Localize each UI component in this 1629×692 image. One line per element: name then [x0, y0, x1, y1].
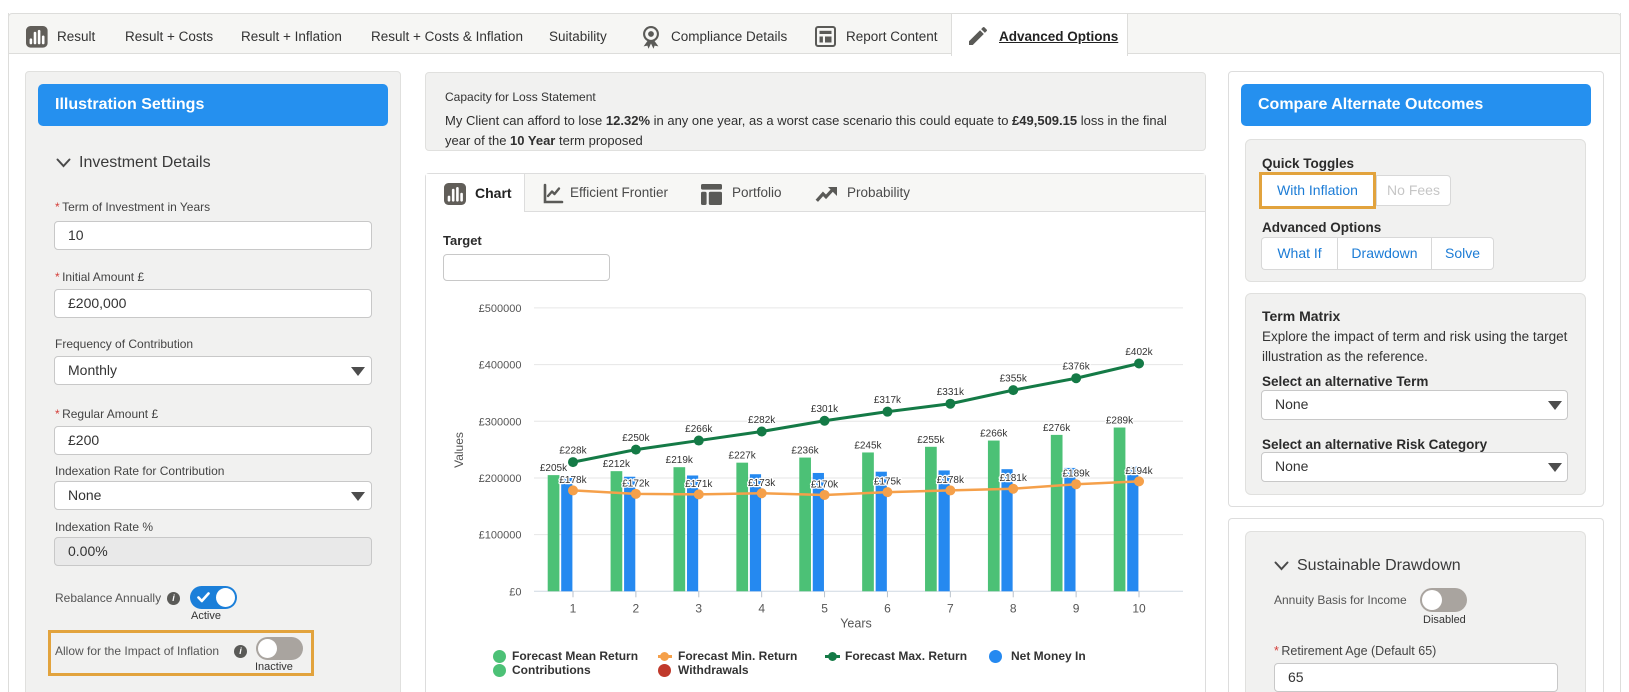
svg-text:£0: £0	[509, 586, 521, 598]
svg-text:£300000: £300000	[479, 416, 522, 428]
svg-text:Years: Years	[840, 616, 872, 630]
svg-text:£376k: £376k	[1062, 362, 1090, 373]
svg-text:9: 9	[1073, 601, 1080, 615]
svg-text:£171k: £171k	[685, 479, 713, 490]
svg-text:£100000: £100000	[479, 530, 522, 542]
svg-text:£400000: £400000	[479, 360, 522, 372]
svg-text:£173k: £173k	[748, 478, 776, 489]
svg-text:10: 10	[1132, 601, 1146, 615]
svg-text:£212k: £212k	[603, 459, 631, 470]
svg-text:£194k: £194k	[1125, 466, 1153, 477]
svg-text:£331k: £331k	[937, 387, 965, 398]
svg-text:£500000: £500000	[479, 303, 522, 315]
svg-text:£205k: £205k	[540, 463, 568, 474]
svg-text:£170k: £170k	[811, 479, 839, 490]
svg-text:£172k: £172k	[622, 478, 650, 489]
svg-text:6: 6	[884, 601, 891, 615]
svg-text:£317k: £317k	[874, 395, 902, 406]
svg-text:2: 2	[633, 601, 640, 615]
svg-text:£250k: £250k	[622, 433, 650, 444]
svg-text:£178k: £178k	[937, 475, 965, 486]
svg-text:£175k: £175k	[874, 477, 902, 488]
svg-text:£200000: £200000	[479, 473, 522, 485]
svg-text:4: 4	[758, 601, 765, 615]
svg-text:£276k: £276k	[1043, 423, 1071, 434]
svg-text:£236k: £236k	[791, 446, 819, 457]
svg-text:3: 3	[695, 601, 702, 615]
svg-text:£402k: £402k	[1125, 347, 1153, 358]
svg-text:£178k: £178k	[559, 475, 587, 486]
svg-text:£245k: £245k	[854, 440, 882, 451]
svg-text:£266k: £266k	[980, 429, 1008, 440]
svg-text:Values: Values	[452, 432, 466, 468]
svg-text:5: 5	[821, 601, 828, 615]
svg-text:1: 1	[570, 601, 577, 615]
svg-text:8: 8	[1010, 601, 1017, 615]
svg-text:£255k: £255k	[917, 435, 945, 446]
svg-text:£289k: £289k	[1106, 416, 1134, 427]
svg-text:£355k: £355k	[1000, 374, 1028, 385]
svg-text:£282k: £282k	[748, 415, 776, 426]
svg-text:£189k: £189k	[1062, 469, 1090, 480]
svg-text:£227k: £227k	[729, 451, 757, 462]
svg-text:£219k: £219k	[666, 455, 694, 466]
svg-text:7: 7	[947, 601, 954, 615]
svg-text:£266k: £266k	[685, 424, 713, 435]
svg-text:£301k: £301k	[811, 404, 839, 415]
svg-text:£228k: £228k	[559, 446, 587, 457]
svg-text:£181k: £181k	[1000, 473, 1028, 484]
